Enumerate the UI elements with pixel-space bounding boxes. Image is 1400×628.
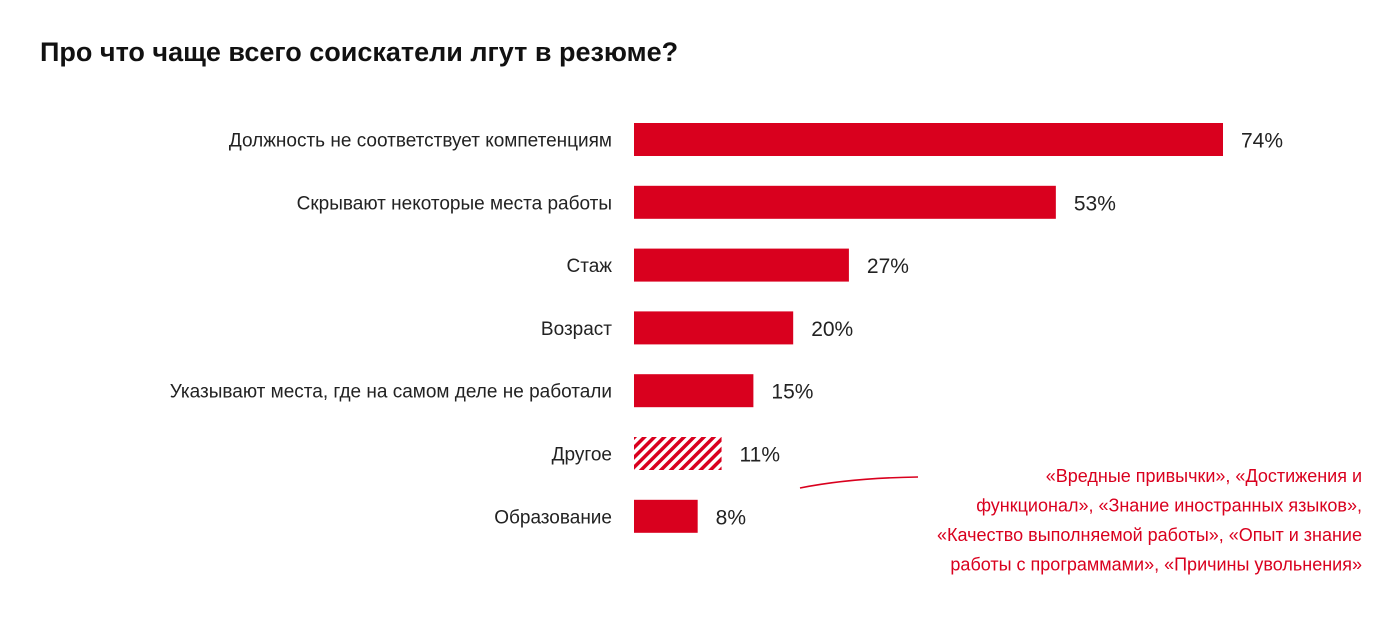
category-label-1: Скрывают некоторые места работы [297, 193, 612, 214]
bar-0 [634, 123, 1223, 156]
category-label-0: Должность не соответствует компетенциям [229, 131, 612, 152]
value-label-4: 15% [771, 381, 813, 404]
value-label-3: 20% [811, 318, 853, 341]
value-label-5: 11% [740, 444, 780, 467]
annotation-line-3: работы с программами», «Причины увольнен… [950, 555, 1362, 575]
value-label-1: 53% [1074, 192, 1116, 215]
annotation-leader-line [799, 476, 919, 489]
annotation-line-0: «Вредные привычки», «Достижения и [1046, 466, 1362, 486]
bars-group: Должность не соответствует компетенциям 7… [170, 123, 1283, 533]
value-label-6: 8% [716, 506, 746, 529]
value-label-2: 27% [867, 255, 909, 278]
category-label-2: Стаж [567, 256, 613, 277]
bar-6 [634, 499, 698, 533]
bar-4 [634, 374, 754, 408]
bar-1 [634, 185, 1056, 219]
category-label-5: Другое [552, 445, 612, 466]
category-label-6: Образование [494, 507, 612, 528]
annotation-line-2: «Качество выполняемой работы», «Опыт и з… [937, 525, 1362, 545]
annotation-line-1: функционал», «Знание иностранных языков»… [976, 496, 1362, 516]
chart-title: Про что чаще всего соискатели лгут в рез… [40, 37, 678, 67]
value-label-0: 74% [1241, 130, 1283, 153]
bar-2 [634, 248, 849, 282]
bar-5 [634, 437, 722, 470]
annotation-note: «Вредные привычки», «Достижения и функцио… [937, 466, 1362, 575]
category-label-4: Указывают места, где на самом деле не ра… [170, 382, 612, 403]
category-label-3: Возраст [541, 319, 612, 340]
bar-3 [634, 311, 794, 345]
